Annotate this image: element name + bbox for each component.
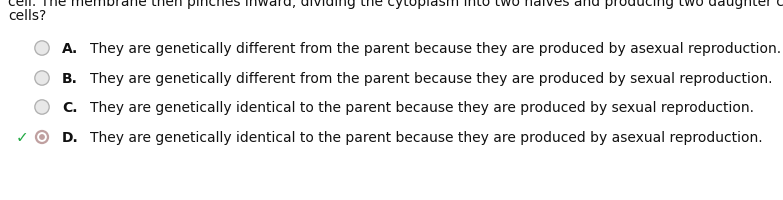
Text: ✓: ✓ bbox=[16, 130, 28, 145]
Ellipse shape bbox=[39, 134, 45, 140]
Ellipse shape bbox=[37, 132, 47, 142]
Text: D.: D. bbox=[62, 130, 79, 144]
Text: cell. The membrane then pinches inward, dividing the cytoplasm into two halves a: cell. The membrane then pinches inward, … bbox=[8, 0, 783, 9]
Text: cells?: cells? bbox=[8, 9, 46, 23]
Text: They are genetically identical to the parent because they are produced by sexual: They are genetically identical to the pa… bbox=[90, 100, 754, 114]
Text: They are genetically different from the parent because they are produced by asex: They are genetically different from the … bbox=[90, 42, 781, 56]
Text: C.: C. bbox=[62, 100, 78, 114]
Text: B.: B. bbox=[62, 72, 78, 86]
Ellipse shape bbox=[35, 42, 49, 55]
Text: They are genetically different from the parent because they are produced by sexu: They are genetically different from the … bbox=[90, 72, 773, 86]
Text: A.: A. bbox=[62, 42, 78, 56]
Ellipse shape bbox=[35, 101, 49, 114]
Ellipse shape bbox=[35, 72, 49, 85]
Text: They are genetically identical to the parent because they are produced by asexua: They are genetically identical to the pa… bbox=[90, 130, 763, 144]
Ellipse shape bbox=[35, 130, 49, 144]
